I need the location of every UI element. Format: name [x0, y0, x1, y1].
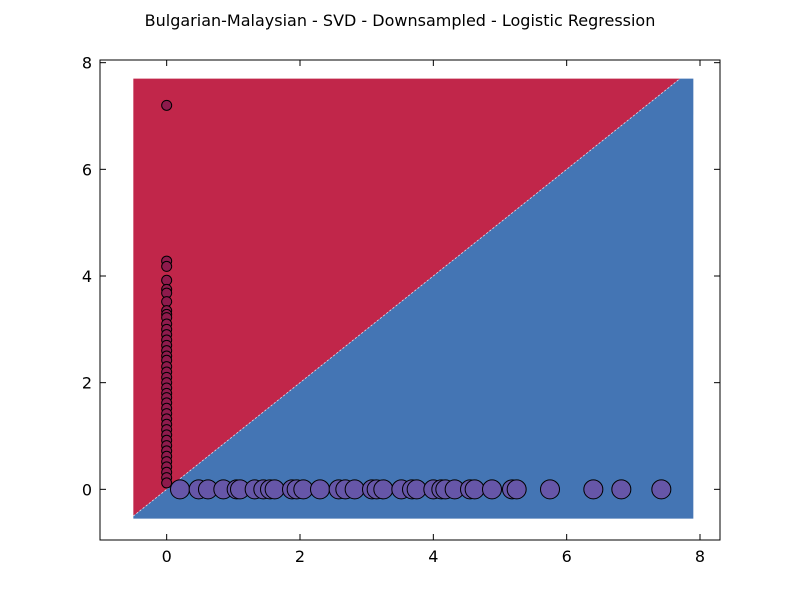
data-point-class-b [310, 479, 330, 500]
plot-frame [99, 59, 721, 541]
decision-regions [133, 78, 694, 519]
data-point-class-b [482, 479, 502, 500]
x-tick-label: 2 [295, 547, 305, 566]
data-point-class-b [540, 479, 560, 500]
y-tick-label: 2 [82, 374, 92, 393]
y-tick-label: 8 [82, 54, 92, 73]
y-tick-label: 6 [82, 160, 92, 179]
data-point-class-b [170, 479, 190, 500]
data-point-class-b [406, 479, 427, 500]
data-point-class-b [373, 479, 394, 500]
scatter-points [161, 99, 672, 500]
data-point-class-b [583, 479, 604, 500]
x-tick-label: 6 [562, 547, 572, 566]
data-point-class-b [293, 479, 314, 500]
data-point-class-a [161, 477, 173, 489]
y-tick-label: 0 [82, 480, 92, 499]
decision-boundary [133, 78, 681, 517]
x-tick-label: 0 [162, 547, 172, 566]
data-point-class-a [161, 99, 173, 111]
data-point-class-b [264, 479, 285, 500]
y-tick-label: 4 [82, 267, 92, 286]
data-point-class-b [506, 479, 527, 500]
region-class-below [133, 78, 694, 519]
data-point-class-b [464, 479, 485, 500]
region-class-above [133, 78, 681, 519]
x-tick-label: 4 [428, 547, 438, 566]
data-point-class-b [651, 479, 672, 500]
data-point-class-a [161, 274, 173, 286]
data-point-class-a [161, 296, 173, 308]
data-point-class-b [611, 479, 632, 500]
data-point-class-b [344, 479, 365, 500]
axes: 0 2 4 6 8 0 2 4 6 8 [82, 54, 721, 566]
chart-title: Bulgarian-Malaysian - SVD - Downsampled … [145, 11, 656, 30]
data-point-class-a [161, 260, 173, 272]
x-tick-label: 8 [695, 547, 705, 566]
